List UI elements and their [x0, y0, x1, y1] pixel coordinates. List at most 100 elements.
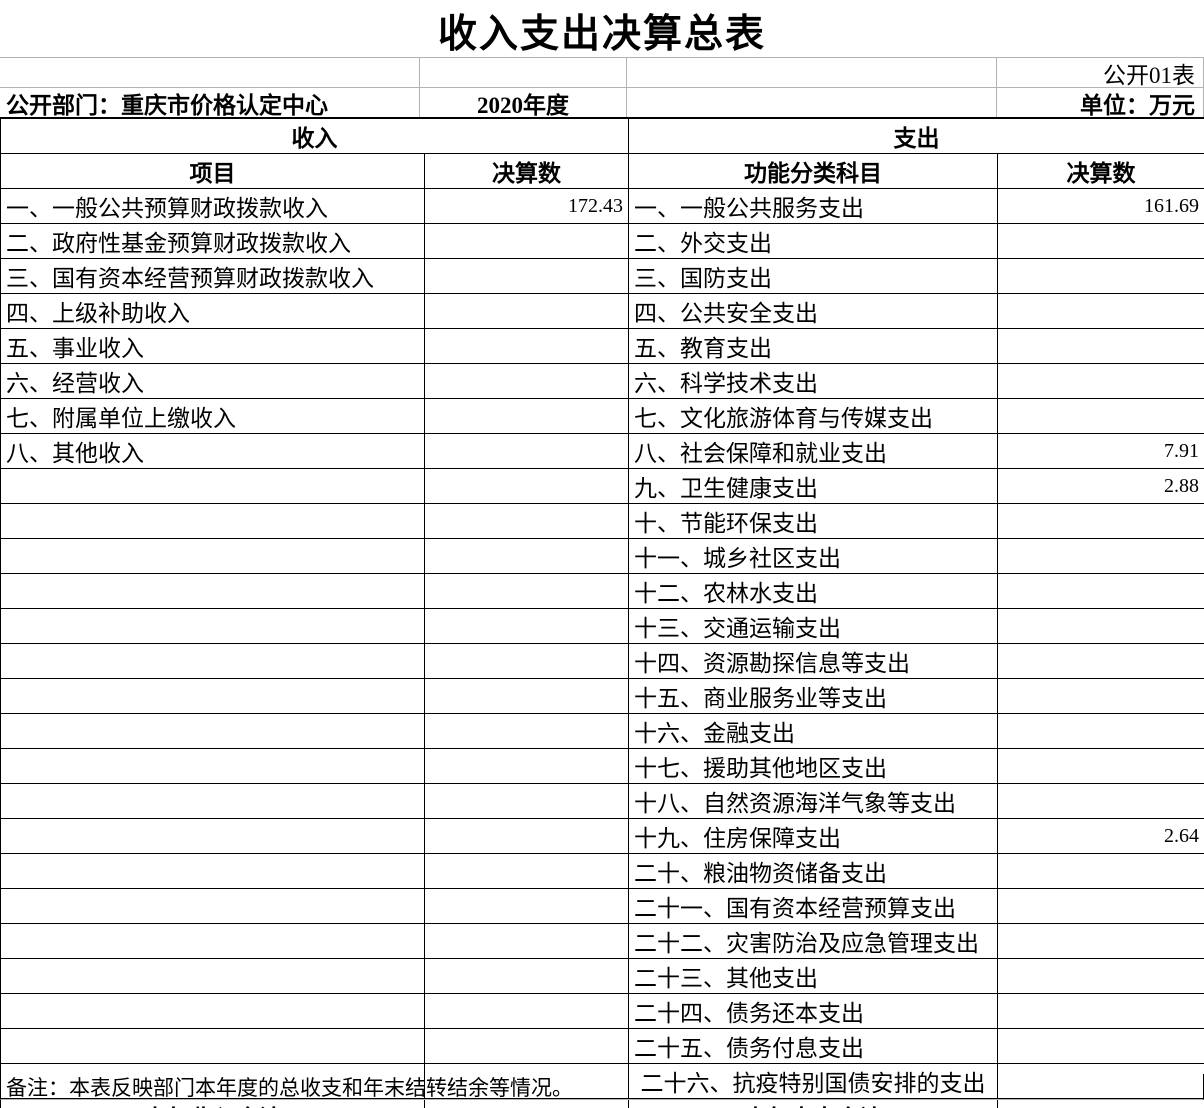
expense-section-header: 支出 — [628, 117, 1204, 154]
expense-amount-cell — [997, 643, 1204, 679]
income-item-cell: 四、上级补助收入 — [0, 293, 425, 329]
expense-item-cell: 五、教育支出 — [628, 328, 998, 364]
income-amount-column-header: 决算数 — [424, 153, 629, 189]
income-amount-cell — [424, 258, 629, 294]
meta-empty-cell — [420, 58, 627, 88]
expense-item-cell: 二十二、灾害防治及应急管理支出 — [628, 923, 998, 959]
income-amount-cell — [424, 503, 629, 539]
expense-item-cell: 二十三、其他支出 — [628, 958, 998, 994]
income-amount-cell — [424, 433, 629, 469]
income-amount-cell — [424, 223, 629, 259]
expense-amount-cell — [997, 258, 1204, 294]
expense-item-cell: 七、文化旅游体育与传媒支出 — [628, 398, 998, 434]
income-amount-cell — [424, 713, 629, 749]
expense-item-cell: 二十四、债务还本支出 — [628, 993, 998, 1029]
income-amount-cell — [424, 783, 629, 819]
expense-amount-cell — [997, 853, 1204, 889]
expense-amount-cell — [997, 888, 1204, 924]
budget-data-row: 五、事业收入 五、教育支出 — [0, 328, 1204, 364]
expense-amount-cell — [997, 958, 1204, 994]
expense-item-cell: 十一、城乡社区支出 — [628, 538, 998, 574]
expense-amount-cell — [997, 923, 1204, 959]
budget-data-row: 七、附属单位上缴收入 七、文化旅游体育与传媒支出 — [0, 398, 1204, 434]
income-amount-cell — [424, 993, 629, 1029]
note-row: 备注：本表反映部门本年度的总收支和年末结转结余等情况。 — [0, 1074, 1204, 1100]
sheet-label: 公开01表 — [997, 58, 1204, 88]
income-item-cell — [0, 888, 425, 924]
expense-item-cell: 十、节能环保支出 — [628, 503, 998, 539]
budget-data-row: 九、卫生健康支出 2.88 — [0, 468, 1204, 504]
meta-empty-cell — [627, 88, 997, 117]
expense-amount-cell: 2.88 — [997, 468, 1204, 504]
budget-data-row: 十七、援助其他地区支出 — [0, 748, 1204, 784]
page-title: 收入支出决算总表 — [437, 11, 766, 57]
budget-data-row: 八、其他收入 八、社会保障和就业支出 7.91 — [0, 433, 1204, 469]
expense-item-cell: 六、科学技术支出 — [628, 363, 998, 399]
budget-data-row: 十四、资源勘探信息等支出 — [0, 643, 1204, 679]
meta-empty-cell — [627, 58, 997, 88]
income-amount-cell — [424, 923, 629, 959]
income-item-cell — [0, 713, 425, 749]
data-rows: 一、一般公共预算财政拨款收入 172.43 一、一般公共服务支出 161.69 二、政府… — [0, 188, 1204, 1099]
income-item-cell — [0, 573, 425, 609]
expense-item-column-header: 功能分类科目 — [628, 153, 998, 189]
expense-item-cell: 十七、援助其他地区支出 — [628, 748, 998, 784]
budget-data-row: 十九、住房保障支出 2.64 — [0, 818, 1204, 854]
expense-item-cell: 二十、粮油物资储备支出 — [628, 853, 998, 889]
income-amount-cell — [424, 748, 629, 784]
income-amount-cell — [424, 853, 629, 889]
budget-data-row: 二十一、国有资本经营预算支出 — [0, 888, 1204, 924]
expense-item-cell: 十四、资源勘探信息等支出 — [628, 643, 998, 679]
expense-item-cell: 十五、商业服务业等支出 — [628, 678, 998, 714]
expense-amount-cell — [997, 573, 1204, 609]
income-amount-cell — [424, 818, 629, 854]
expense-item-cell: 二、外交支出 — [628, 223, 998, 259]
income-item-column-header: 项目 — [0, 153, 425, 189]
budget-data-row: 二十五、债务付息支出 — [0, 1028, 1204, 1064]
budget-data-row: 十、节能环保支出 — [0, 503, 1204, 539]
income-amount-cell — [424, 363, 629, 399]
income-amount-cell — [424, 1028, 629, 1064]
expense-amount-cell — [997, 398, 1204, 434]
income-amount-cell — [424, 468, 629, 504]
fiscal-year-label: 2020年度 — [420, 88, 627, 117]
expense-amount-cell — [997, 538, 1204, 574]
expense-amount-cell — [997, 783, 1204, 819]
expense-item-cell: 九、卫生健康支出 — [628, 468, 998, 504]
expense-amount-column-header: 决算数 — [997, 153, 1204, 189]
budget-data-row: 十六、金融支出 — [0, 713, 1204, 749]
budget-data-row: 二十、粮油物资储备支出 — [0, 853, 1204, 889]
expense-item-cell: 十九、住房保障支出 — [628, 818, 998, 854]
unit-label: 单位：万元 — [997, 88, 1204, 117]
expense-amount-cell — [997, 363, 1204, 399]
income-amount-cell — [424, 538, 629, 574]
income-amount-cell — [424, 958, 629, 994]
income-amount-cell — [424, 573, 629, 609]
expense-amount-cell — [997, 503, 1204, 539]
budget-data-row: 二、政府性基金预算财政拨款收入 二、外交支出 — [0, 223, 1204, 259]
column-header-row: 项目 决算数 功能分类科目 决算数 — [0, 153, 1204, 189]
income-item-cell: 六、经营收入 — [0, 363, 425, 399]
expense-item-cell: 三、国防支出 — [628, 258, 998, 294]
expense-amount-cell — [997, 993, 1204, 1029]
budget-data-row: 十一、城乡社区支出 — [0, 538, 1204, 574]
budget-data-row: 十二、农林水支出 — [0, 573, 1204, 609]
budget-table: 收入 支出 项目 决算数 功能分类科目 决算数 一、一般公共预算财政拨款收入 17… — [0, 117, 1204, 1108]
budget-data-row: 十八、自然资源海洋气象等支出 — [0, 783, 1204, 819]
budget-data-row: 一、一般公共预算财政拨款收入 172.43 一、一般公共服务支出 161.69 — [0, 188, 1204, 224]
expense-item-cell: 十二、农林水支出 — [628, 573, 998, 609]
income-item-cell: 二、政府性基金预算财政拨款收入 — [0, 223, 425, 259]
income-item-cell: 一、一般公共预算财政拨款收入 — [0, 188, 425, 224]
expense-amount-cell — [997, 223, 1204, 259]
income-item-cell: 三、国有资本经营预算财政拨款收入 — [0, 258, 425, 294]
expense-item-cell: 二十五、债务付息支出 — [628, 1028, 998, 1064]
income-amount-cell — [424, 398, 629, 434]
income-item-cell — [0, 958, 425, 994]
expense-amount-cell — [997, 713, 1204, 749]
income-amount-cell — [424, 608, 629, 644]
income-amount-cell — [424, 888, 629, 924]
budget-data-row: 四、上级补助收入 四、公共安全支出 — [0, 293, 1204, 329]
budget-data-row: 二十二、灾害防治及应急管理支出 — [0, 923, 1204, 959]
income-item-cell — [0, 748, 425, 784]
